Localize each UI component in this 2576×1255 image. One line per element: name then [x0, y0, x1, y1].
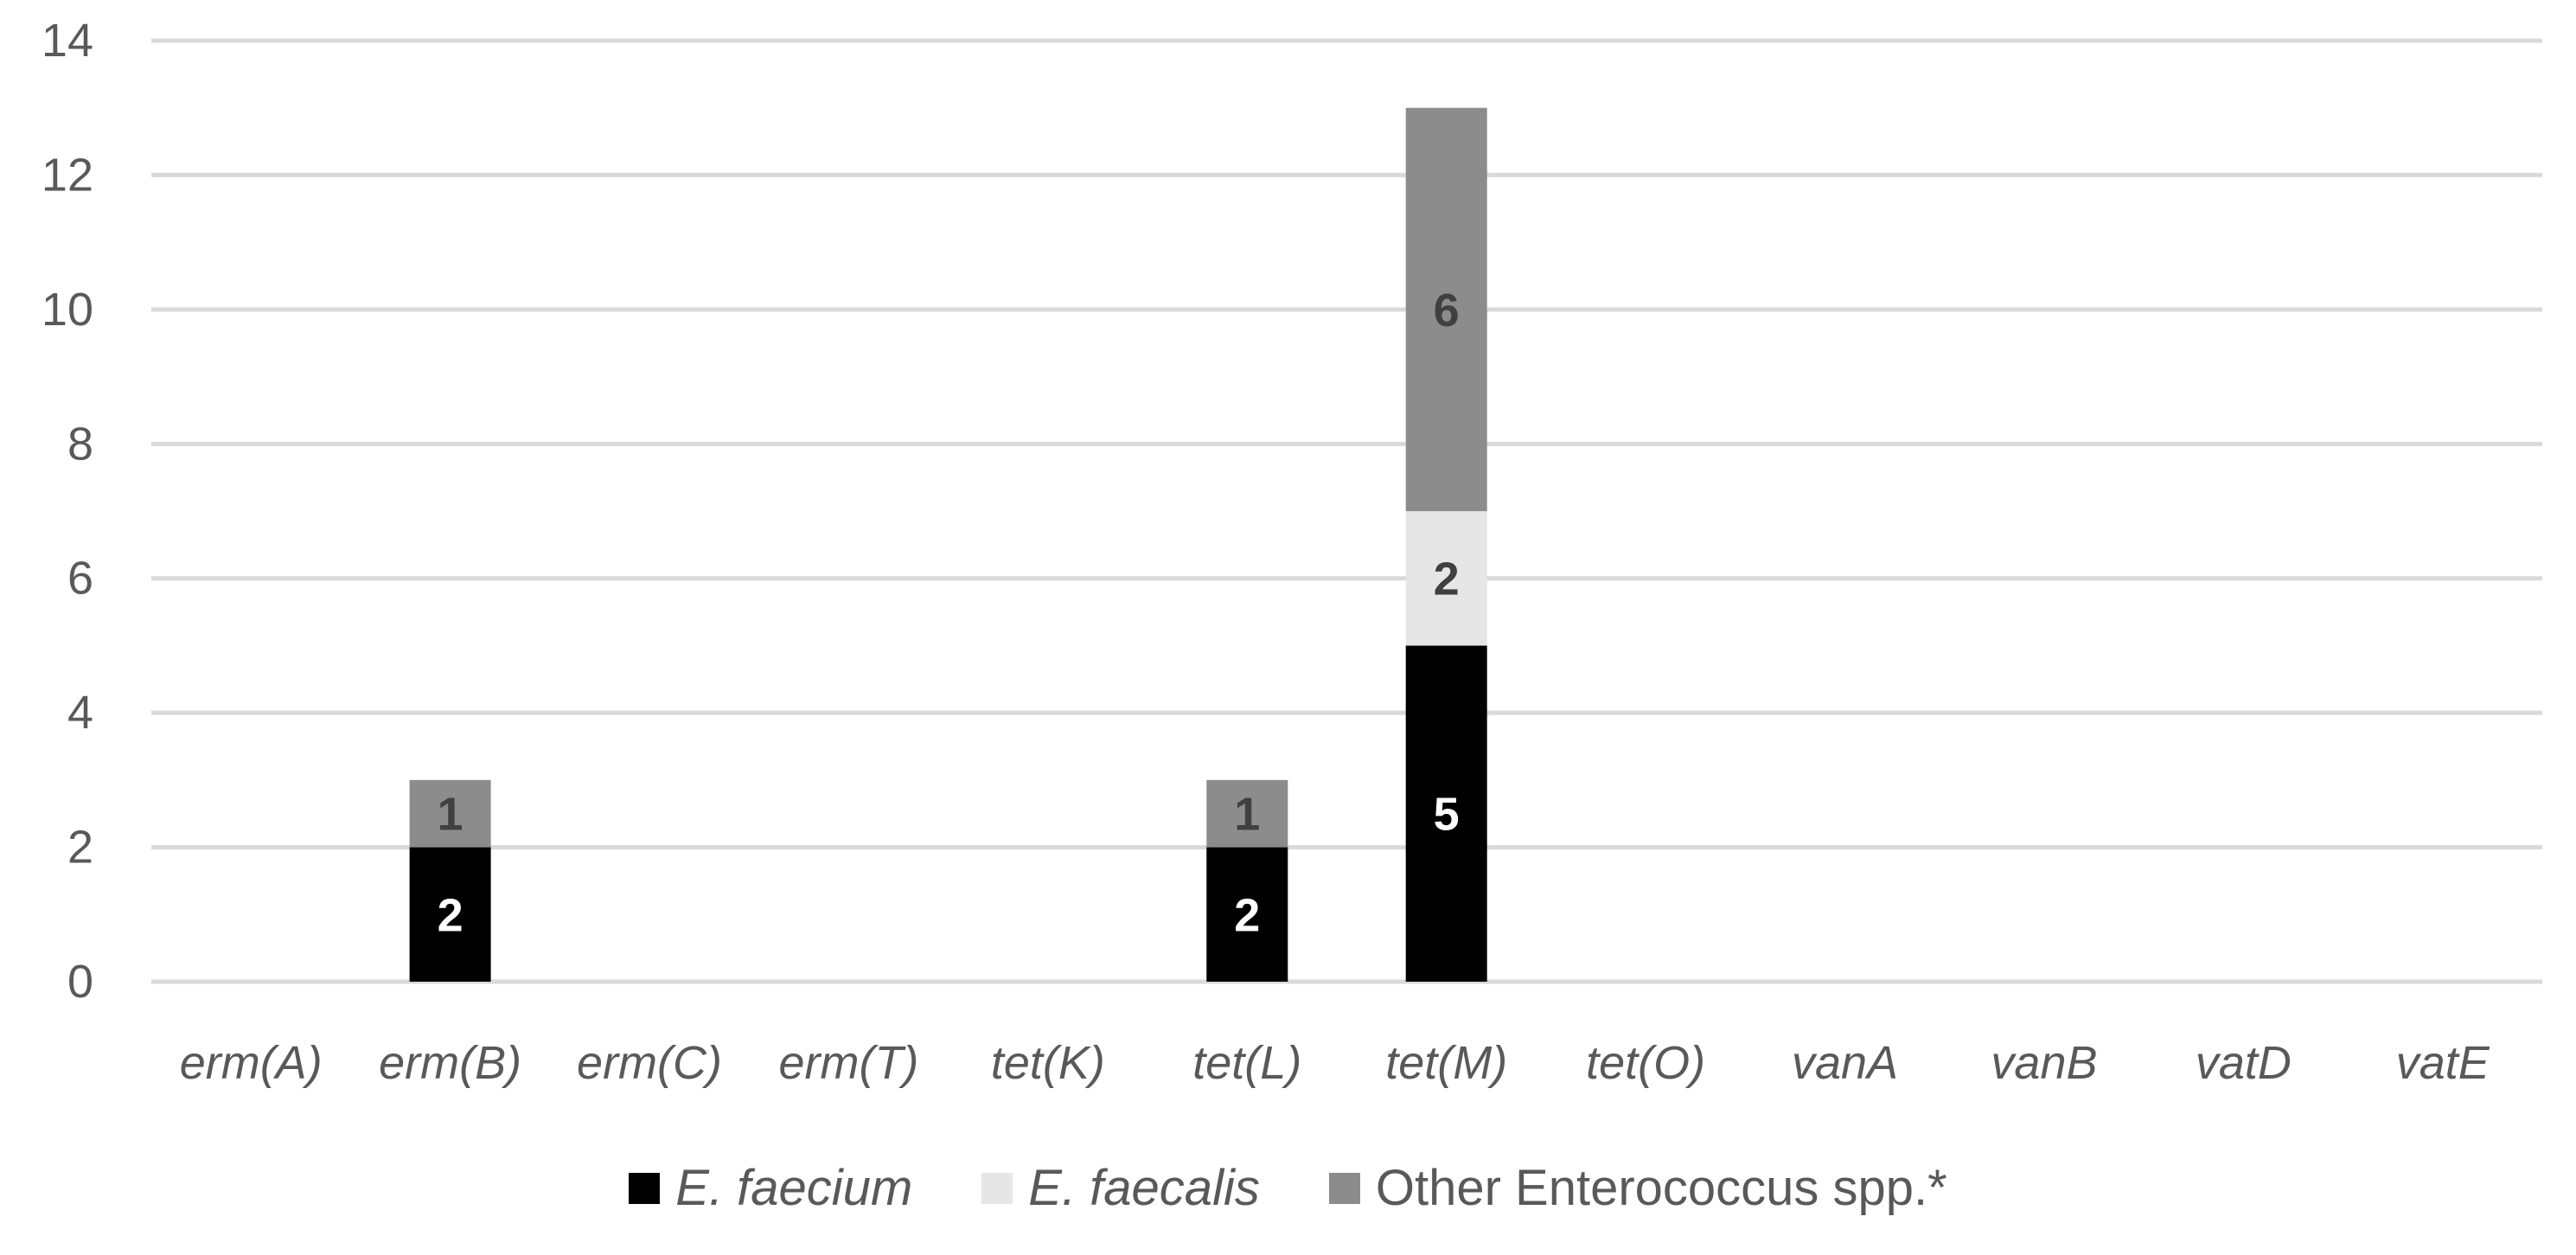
x-tick-label: vatD [2196, 1037, 2292, 1089]
bars: 2 1 2 1 5 2 6 [409, 107, 1487, 982]
x-tick-label: tet(O) [1586, 1037, 1705, 1089]
bar-segment [1405, 107, 1487, 511]
x-tick-label: tet(K) [991, 1037, 1105, 1089]
x-tick-label: vatE [2396, 1037, 2490, 1089]
data-label: 2 [438, 889, 463, 941]
data-label: 1 [438, 789, 463, 841]
bar-segment [409, 779, 491, 848]
x-tick-label: erm(C) [577, 1037, 722, 1089]
data-label: 5 [1434, 789, 1460, 841]
bar-segment [1206, 779, 1288, 848]
gridlines [151, 38, 2542, 984]
y-axis: 0 2 4 6 8 10 12 14 [42, 15, 93, 1008]
bar-segment [1405, 645, 1487, 982]
bar-segment [1405, 511, 1487, 646]
data-label: 2 [1234, 889, 1260, 941]
legend: E. faecium E. faecalis Other Enterococcu… [0, 1159, 2576, 1217]
legend-label: E. faecalis [1028, 1160, 1260, 1216]
y-tick-label: 4 [67, 687, 93, 739]
x-tick-label: erm(B) [379, 1037, 521, 1089]
x-tick-label: erm(T) [778, 1037, 918, 1089]
y-tick-label: 12 [42, 149, 93, 201]
legend-item-e-faecium: E. faecium [629, 1159, 912, 1217]
y-tick-label: 8 [67, 418, 93, 470]
x-tick-label: tet(M) [1385, 1037, 1507, 1089]
legend-swatch [1328, 1172, 1360, 1204]
bar-segment [409, 847, 491, 982]
data-label: 2 [1434, 554, 1460, 605]
x-tick-label: vanB [1991, 1037, 2097, 1089]
legend-swatch [629, 1172, 661, 1204]
y-tick-label: 0 [67, 956, 93, 1008]
x-tick-label: tet(L) [1192, 1037, 1301, 1089]
bar-segment [1206, 847, 1288, 982]
legend-swatch [981, 1172, 1013, 1204]
y-tick-label: 10 [42, 284, 93, 336]
y-tick-label: 6 [67, 553, 93, 605]
legend-item-other-enterococcus: Other Enterococcus spp.* [1328, 1159, 1947, 1217]
legend-label: E. faecium [675, 1160, 913, 1216]
y-tick-label: 2 [67, 822, 93, 874]
legend-item-e-faecalis: E. faecalis [981, 1159, 1260, 1217]
legend-label: Other Enterococcus spp.* [1375, 1160, 1947, 1216]
x-tick-label: erm(A) [180, 1037, 323, 1089]
data-label: 6 [1434, 285, 1460, 336]
x-axis: erm(A) erm(B) erm(C) erm(T) tet(K) tet(L) tet(… [180, 1037, 2490, 1089]
x-tick-label: vanA [1792, 1037, 1898, 1089]
data-label: 1 [1234, 789, 1260, 841]
y-tick-label: 14 [42, 15, 93, 67]
